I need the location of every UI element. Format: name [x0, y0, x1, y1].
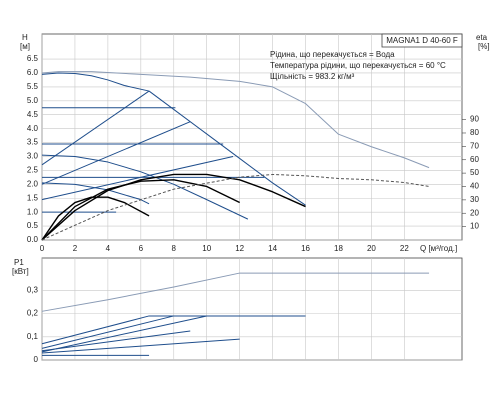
x-tick-label: 2	[73, 244, 78, 253]
y2-tick-label: 90	[470, 115, 479, 124]
x-tick-label: 6	[139, 244, 144, 253]
series-line	[41, 173, 430, 241]
series-line	[41, 272, 430, 312]
y-axis-unit: [кВт]	[12, 267, 29, 276]
y-tick-label: 3.5	[27, 138, 39, 147]
series-line	[41, 72, 306, 206]
series-line	[41, 154, 249, 220]
y2-tick-label: 80	[470, 128, 479, 137]
annotation: Щільність = 983.2 кг/м³	[270, 72, 355, 81]
y-tick-label: 0	[34, 355, 39, 364]
x-axis-label: Q [м³/год.]	[420, 244, 457, 253]
series-line	[41, 71, 430, 169]
y-tick-label: 1.5	[27, 193, 39, 202]
y2-tick-label: 70	[470, 141, 479, 150]
series-line	[41, 338, 240, 354]
y-tick-label: 4.0	[27, 124, 39, 133]
chart-title: MAGNA1 D 40-60 F	[386, 36, 458, 45]
y-tick-label: 3.0	[27, 152, 39, 161]
y-axis-unit: [м]	[20, 42, 30, 51]
y2-tick-label: 60	[470, 155, 479, 164]
annotation: Рідина, що перекачується = Вода	[270, 50, 395, 59]
x-tick-label: 22	[400, 244, 409, 253]
series-line	[41, 156, 234, 201]
x-tick-label: 12	[235, 244, 244, 253]
y2-tick-label: 30	[470, 195, 479, 204]
y-tick-label: 0.0	[27, 235, 39, 244]
x-tick-label: 18	[334, 244, 343, 253]
x-tick-label: 0	[40, 244, 45, 253]
y-tick-label: 0.5	[27, 221, 39, 230]
x-tick-label: 8	[172, 244, 177, 253]
y2-tick-label: 50	[470, 168, 479, 177]
y-tick-label: 5.0	[27, 96, 39, 105]
x-tick-label: 4	[106, 244, 111, 253]
series-line	[41, 173, 306, 241]
x-tick-label: 20	[367, 244, 376, 253]
y-tick-label: 0,2	[27, 309, 39, 318]
series-line	[41, 179, 240, 241]
y2-axis-label: eta	[476, 33, 488, 42]
title-box	[381, 33, 463, 48]
y2-tick-label: 20	[470, 208, 479, 217]
y-tick-label: 6.0	[27, 68, 39, 77]
series-line	[41, 330, 191, 352]
y-tick-label: 0,3	[27, 286, 39, 295]
annotation: Температура рідини, що перекачується = 6…	[270, 61, 446, 70]
y2-tick-label: 40	[470, 182, 479, 191]
y-tick-label: 2.0	[27, 179, 39, 188]
series-line	[41, 315, 306, 353]
x-tick-label: 14	[268, 244, 277, 253]
y-axis-label: P1	[14, 258, 24, 267]
y2-axis-unit: [%]	[478, 42, 490, 51]
y-tick-label: 5.5	[27, 82, 39, 91]
series-line	[41, 196, 150, 241]
series-line	[41, 121, 191, 185]
series-line	[41, 90, 150, 166]
y-tick-label: 4.5	[27, 110, 39, 119]
y-tick-label: 0,1	[27, 332, 39, 341]
x-tick-label: 16	[301, 244, 310, 253]
x-tick-label: 10	[202, 244, 211, 253]
y-tick-label: 2.5	[27, 166, 39, 175]
y-tick-label: 6.5	[27, 54, 39, 63]
y-tick-label: 1.0	[27, 207, 39, 216]
y-axis-label: H	[22, 33, 28, 42]
y2-tick-label: 10	[470, 222, 479, 231]
